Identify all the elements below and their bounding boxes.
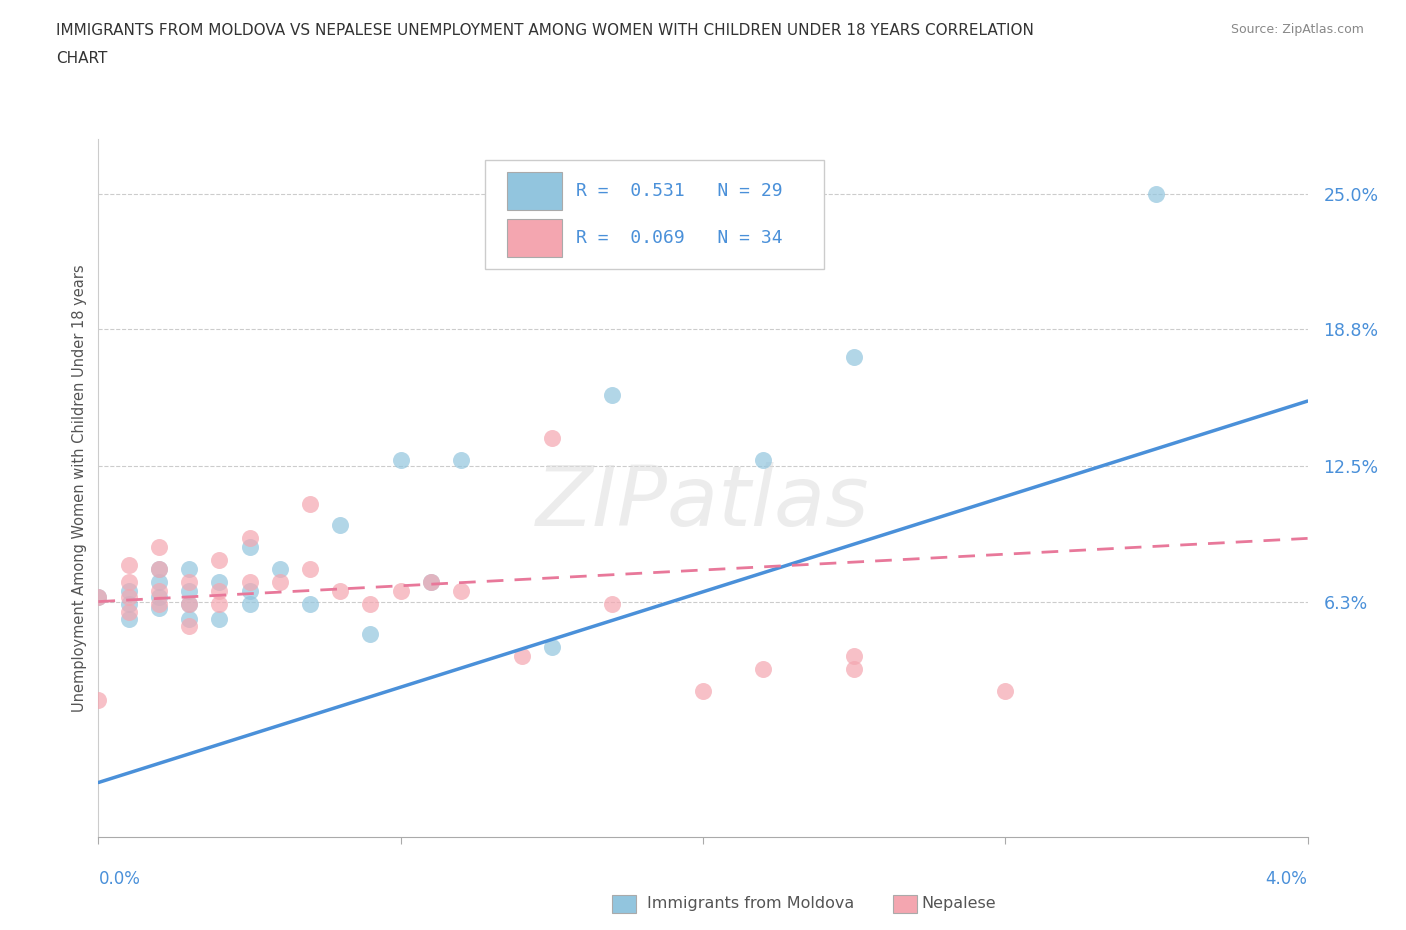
Point <box>148 575 170 590</box>
Point <box>179 596 201 611</box>
Point <box>450 583 472 598</box>
Point <box>179 596 201 611</box>
Point <box>208 575 231 590</box>
Text: 0.0%: 0.0% <box>98 870 141 888</box>
Point <box>239 596 262 611</box>
Point <box>87 692 110 707</box>
Point <box>208 552 231 567</box>
Point <box>148 562 170 577</box>
Point <box>752 453 775 468</box>
Point <box>208 596 231 611</box>
Point <box>299 596 322 611</box>
Text: R =  0.531   N = 29: R = 0.531 N = 29 <box>576 181 783 200</box>
Point <box>692 684 714 698</box>
Point <box>299 496 322 511</box>
Text: 4.0%: 4.0% <box>1265 870 1308 888</box>
Point <box>118 575 141 590</box>
Point <box>420 575 443 590</box>
Point <box>87 590 110 604</box>
Point <box>179 583 201 598</box>
Point <box>844 648 866 663</box>
Point <box>239 531 262 546</box>
Point <box>118 605 141 620</box>
Text: IMMIGRANTS FROM MOLDOVA VS NEPALESE UNEMPLOYMENT AMONG WOMEN WITH CHILDREN UNDER: IMMIGRANTS FROM MOLDOVA VS NEPALESE UNEM… <box>56 23 1035 38</box>
Point <box>208 612 231 627</box>
Point <box>118 583 141 598</box>
FancyBboxPatch shape <box>485 161 824 269</box>
Point <box>360 596 382 611</box>
Text: ZIPatlas: ZIPatlas <box>536 461 870 543</box>
Point <box>602 387 624 402</box>
Point <box>208 583 231 598</box>
Point <box>269 562 291 577</box>
Text: CHART: CHART <box>56 51 108 66</box>
Point <box>239 575 262 590</box>
Point <box>994 684 1017 698</box>
Point <box>179 562 201 577</box>
Point <box>148 539 170 554</box>
Point <box>602 596 624 611</box>
Point <box>269 575 291 590</box>
Point <box>360 627 382 642</box>
Point <box>148 583 170 598</box>
Point <box>148 562 170 577</box>
FancyBboxPatch shape <box>508 219 561 258</box>
Point <box>179 618 201 633</box>
Text: R =  0.069   N = 34: R = 0.069 N = 34 <box>576 230 783 247</box>
Point <box>148 596 170 611</box>
Point <box>844 350 866 365</box>
Point <box>299 562 322 577</box>
Point <box>118 612 141 627</box>
Point <box>389 583 412 598</box>
Text: Source: ZipAtlas.com: Source: ZipAtlas.com <box>1230 23 1364 36</box>
Point <box>541 640 564 655</box>
Point <box>329 583 352 598</box>
Point <box>179 575 201 590</box>
Point <box>420 575 443 590</box>
Point <box>118 596 141 611</box>
Point <box>179 612 201 627</box>
Point <box>87 590 110 604</box>
Point <box>118 557 141 572</box>
Text: Nepalese: Nepalese <box>921 897 995 911</box>
Point <box>148 601 170 616</box>
Point <box>1146 187 1168 202</box>
Point <box>450 453 472 468</box>
Point <box>844 662 866 677</box>
Point <box>148 590 170 604</box>
Point <box>239 539 262 554</box>
Text: Immigrants from Moldova: Immigrants from Moldova <box>647 897 853 911</box>
Point <box>541 431 564 445</box>
Point <box>389 453 412 468</box>
Point <box>329 518 352 533</box>
Point <box>752 662 775 677</box>
FancyBboxPatch shape <box>508 171 561 210</box>
Point <box>239 583 262 598</box>
Point <box>118 590 141 604</box>
Point <box>510 648 533 663</box>
Y-axis label: Unemployment Among Women with Children Under 18 years: Unemployment Among Women with Children U… <box>72 264 87 712</box>
